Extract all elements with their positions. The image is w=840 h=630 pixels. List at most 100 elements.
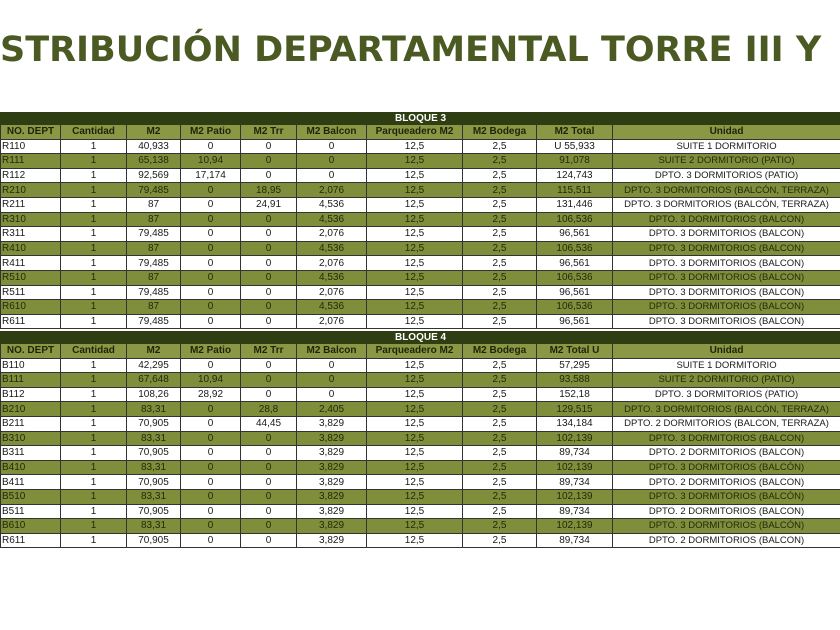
column-header: M2 Balcon — [296, 124, 367, 140]
table-cell: DPTO. 3 DORMITORIOS (BALCON) — [611, 299, 840, 315]
table-cell: 1 — [60, 430, 127, 447]
table-cell: 1 — [60, 459, 127, 476]
table-cell: 96,561 — [536, 226, 613, 242]
table-row: B112 1 108,26 28,92 0 0 12,5 2,5 152,18 DPTO. 3 D… — [0, 386, 840, 403]
table-cell: B311 — [0, 445, 61, 461]
table-cell: 124,743 — [536, 167, 613, 184]
table-cell: DPTO. 3 DORMITORIOS (BALCON) — [611, 226, 840, 242]
table-cell: 83,31 — [126, 401, 181, 417]
table-cell: 106,536 — [536, 240, 613, 257]
table-cell: 12,5 — [366, 518, 463, 534]
table-cell: 12,5 — [366, 459, 463, 476]
table-cell: 2,076 — [296, 313, 367, 330]
table-cell: 12,5 — [366, 138, 463, 155]
column-header-row: NO. DEPT Cantidad M2 M2 Patio M2 Trr M2 Balco… — [0, 343, 840, 359]
table-cell: SUITE 2 DORMITORIO (PATIO) — [611, 372, 840, 388]
table-cell: 1 — [60, 240, 127, 257]
table-cell: SUITE 1 DORMITORIO — [611, 138, 840, 155]
column-header: M2 Total — [536, 124, 613, 140]
table-cell: 12,5 — [366, 284, 463, 301]
table-cell: 134,184 — [536, 415, 613, 432]
table-cell: 3,829 — [296, 459, 367, 476]
table-cell: 0 — [240, 357, 297, 374]
table-cell: 2,5 — [462, 474, 537, 490]
block-title: BLOQUE 4 — [0, 331, 840, 344]
table-cell: 1 — [60, 284, 127, 301]
block-title: BLOQUE 3 — [0, 112, 840, 125]
table-row: B511 1 70,905 0 0 3,829 12,5 2,5 89,734 DPTO. 2 D… — [0, 503, 840, 520]
table-cell: 79,485 — [126, 182, 181, 198]
table-row: R210 1 79,485 0 18,95 2,076 12,5 2,5 115,511 DPTO… — [0, 182, 840, 198]
table-cell: 89,734 — [536, 445, 613, 461]
table-cell: 0 — [240, 474, 297, 490]
table-cell: B511 — [0, 503, 61, 520]
table-row: B510 1 83,31 0 0 3,829 12,5 2,5 102,139 DPTO. 3 D… — [0, 488, 840, 505]
table-cell: 3,829 — [296, 415, 367, 432]
table-cell: 0 — [180, 240, 241, 257]
table-cell: 2,5 — [462, 532, 537, 549]
table-cell: 0 — [296, 167, 367, 184]
table-cell: 0 — [240, 240, 297, 257]
table-cell: 2,5 — [462, 313, 537, 330]
table-cell: 70,905 — [126, 532, 181, 549]
table-cell: 2,5 — [462, 459, 537, 476]
table-cell: 12,5 — [366, 153, 463, 169]
table-cell: 57,295 — [536, 357, 613, 374]
table-cell: 2,5 — [462, 226, 537, 242]
table-row: B411 1 70,905 0 0 3,829 12,5 2,5 89,734 DPTO. 2 D… — [0, 474, 840, 490]
table-cell: 2,5 — [462, 415, 537, 432]
table-cell: 87 — [126, 240, 181, 257]
table-cell: DPTO. 3 DORMITORIOS (BALCÓN) — [611, 488, 840, 505]
column-header: Unidad — [611, 124, 840, 140]
table-cell: 2,5 — [462, 430, 537, 447]
table-cell: 24,91 — [240, 196, 297, 213]
table-cell: 4,536 — [296, 240, 367, 257]
table-cell: 0 — [180, 138, 241, 155]
table-cell: 17,174 — [180, 167, 241, 184]
table-cell: 2,5 — [462, 196, 537, 213]
table-cell: B510 — [0, 488, 61, 505]
column-header: Cantidad — [60, 343, 127, 359]
table-cell: 12,5 — [366, 240, 463, 257]
table-cell: DPTO. 3 DORMITORIOS (BALCON) — [611, 211, 840, 228]
table-cell: 12,5 — [366, 299, 463, 315]
table-cell: 79,485 — [126, 226, 181, 242]
table-cell: 0 — [240, 255, 297, 271]
table-cell: 0 — [240, 372, 297, 388]
table-cell: 131,446 — [536, 196, 613, 213]
table-cell: 89,734 — [536, 532, 613, 549]
column-header: M2 Balcon — [296, 343, 367, 359]
table-cell: 1 — [60, 474, 127, 490]
table-cell: 0 — [240, 430, 297, 447]
table-cell: 0 — [240, 488, 297, 505]
table-cell: 2,076 — [296, 284, 367, 301]
table-cell: 0 — [296, 386, 367, 403]
table-cell: 2,5 — [462, 284, 537, 301]
table-cell: 70,905 — [126, 415, 181, 432]
column-header: M2 — [126, 343, 181, 359]
table-cell: 12,5 — [366, 357, 463, 374]
table-cell: U 55,933 — [536, 138, 613, 155]
table-cell: 28,8 — [240, 401, 297, 417]
table-cell: 1 — [60, 299, 127, 315]
table-cell: 0 — [240, 386, 297, 403]
table-cell: 4,536 — [296, 299, 367, 315]
table-cell: 0 — [296, 138, 367, 155]
table-cell: 0 — [240, 167, 297, 184]
table-cell: 89,734 — [536, 503, 613, 520]
table-cell: 12,5 — [366, 313, 463, 330]
column-header: M2 Trr — [240, 343, 297, 359]
table-cell: 70,905 — [126, 474, 181, 490]
table-cell: 12,5 — [366, 372, 463, 388]
table-cell: DPTO. 2 DORMITORIOS (BALCON) — [611, 503, 840, 520]
table-cell: 12,5 — [366, 401, 463, 417]
table-cell: 0 — [240, 226, 297, 242]
block-header-row: BLOQUE 4 — [0, 331, 840, 344]
table-cell: 102,139 — [536, 459, 613, 476]
table-cell: 87 — [126, 269, 181, 286]
table-cell: 96,561 — [536, 284, 613, 301]
table-cell: 87 — [126, 196, 181, 213]
table-cell: 89,734 — [536, 474, 613, 490]
table-cell: 2,5 — [462, 269, 537, 286]
table-row: R310 1 87 0 0 4,536 12,5 2,5 106,536 DPTO. 3 DORM… — [0, 211, 840, 228]
